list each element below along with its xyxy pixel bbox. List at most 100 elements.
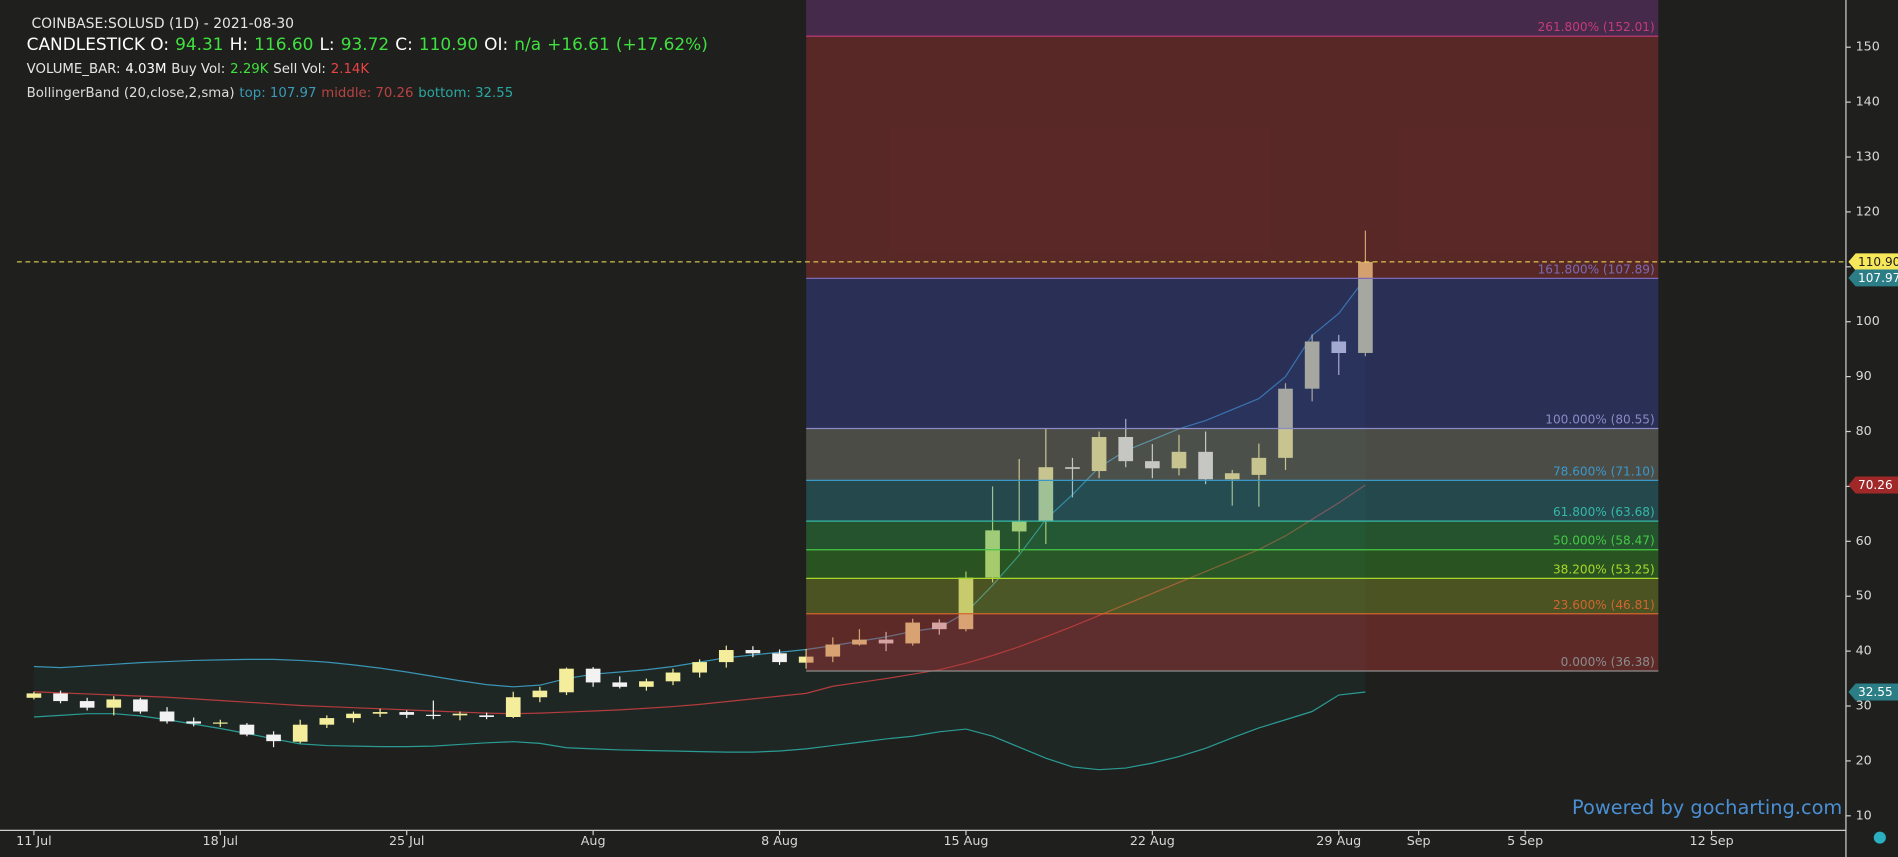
header-text: n/a bbox=[514, 34, 541, 54]
candle-body bbox=[1011, 521, 1027, 532]
bollinger-middle bbox=[33, 484, 1366, 715]
y-tick-label: 50 bbox=[1856, 588, 1872, 603]
candle-body bbox=[266, 734, 281, 742]
candle-body bbox=[133, 699, 148, 712]
y-tick-label: 140 bbox=[1856, 94, 1880, 109]
candle-body bbox=[53, 693, 68, 702]
candle-body bbox=[1091, 437, 1107, 472]
fib-level-label: 23.600% (46.81) bbox=[1553, 598, 1655, 612]
fib-zone bbox=[806, 480, 1659, 522]
candle-body bbox=[985, 530, 1000, 578]
candle-body bbox=[692, 662, 707, 673]
candle-body bbox=[479, 715, 494, 718]
candle-body bbox=[665, 672, 681, 682]
fib-level-label: 0.000% (36.38) bbox=[1561, 655, 1655, 669]
candle-body bbox=[1198, 451, 1213, 480]
candle-body bbox=[1331, 341, 1347, 354]
fib-zone bbox=[806, 278, 1659, 429]
candle-body bbox=[239, 724, 255, 735]
candle-body bbox=[718, 650, 734, 663]
fib-level-label: 78.600% (71.10) bbox=[1553, 464, 1655, 478]
y-tick-label: 40 bbox=[1856, 643, 1872, 658]
settings-icon[interactable] bbox=[1873, 831, 1886, 844]
price-tag bbox=[1848, 476, 1898, 494]
candle-body bbox=[26, 693, 42, 698]
y-tick-label: 60 bbox=[1856, 533, 1872, 548]
header-text: 116.60 bbox=[254, 34, 313, 54]
candle-body bbox=[1145, 461, 1160, 469]
x-tick-label: 29 Aug bbox=[1316, 833, 1361, 848]
candle-body bbox=[79, 701, 95, 708]
header-text: L: bbox=[319, 34, 334, 54]
x-tick-label: Sep bbox=[1407, 833, 1431, 848]
candle-body bbox=[772, 653, 787, 663]
y-tick-label: 130 bbox=[1856, 149, 1880, 164]
x-tick-label: 15 Aug bbox=[943, 833, 988, 848]
header-text: BollingerBand (20,close,2,sma) bbox=[27, 86, 235, 101]
candle-body bbox=[505, 697, 521, 718]
header-text: 4.03M bbox=[125, 62, 166, 77]
candle-body bbox=[745, 650, 761, 654]
price-tag bbox=[1848, 269, 1898, 287]
header-text: Buy Vol: bbox=[171, 62, 225, 77]
candle-body bbox=[106, 699, 122, 708]
candle-body bbox=[292, 724, 308, 742]
header-text: +16.61 bbox=[547, 34, 610, 54]
header-text: 110.90 bbox=[419, 34, 478, 54]
header-text: middle: 70.26 bbox=[321, 86, 413, 101]
x-tick-label: 5 Sep bbox=[1507, 833, 1543, 848]
header-text: 94.31 bbox=[175, 34, 224, 54]
header-text: bottom: 32.55 bbox=[418, 86, 513, 101]
header-text: OI: bbox=[484, 34, 508, 54]
header-text: H: bbox=[230, 34, 248, 54]
candle-body bbox=[1065, 467, 1080, 469]
plot-area: 0.000% (36.38) 23.600% (46.81) 38.200% (53… bbox=[26, 0, 1659, 771]
y-tick-label: 150 bbox=[1856, 39, 1880, 54]
y-tick-label: 80 bbox=[1856, 423, 1872, 438]
header-text: 93.72 bbox=[341, 34, 390, 54]
candle-body bbox=[372, 712, 388, 714]
watermark: Powered by gocharting.com bbox=[1572, 796, 1842, 819]
candle-body bbox=[585, 668, 601, 683]
fib-level-label: 38.200% (53.25) bbox=[1553, 562, 1655, 576]
candle-body bbox=[852, 639, 867, 645]
header-row: VOLUME_BAR: 4.03M Buy Vol: 2.29K Sell Vol: 2.… bbox=[27, 62, 370, 77]
candle-body bbox=[426, 714, 441, 717]
fib-level-label: 161.800% (107.89) bbox=[1538, 262, 1655, 276]
header-text: CANDLESTICK O: bbox=[27, 34, 169, 54]
candle-body bbox=[798, 656, 814, 663]
price-tag bbox=[1848, 683, 1898, 701]
fib-zone bbox=[806, 428, 1659, 481]
candle-body bbox=[559, 668, 574, 693]
header-text: C: bbox=[395, 34, 413, 54]
y-tick-label: 10 bbox=[1856, 807, 1872, 822]
x-tick-label: 11 Jul bbox=[16, 833, 52, 848]
header-text: 2.29K bbox=[230, 62, 269, 77]
header-row: BollingerBand (20,close,2,sma) top: 107.9… bbox=[27, 86, 514, 101]
candle-body bbox=[1224, 473, 1240, 480]
x-tick-label: 22 Aug bbox=[1130, 833, 1175, 848]
fib-zone bbox=[806, 578, 1659, 614]
price-tag bbox=[1848, 253, 1898, 271]
candle-body bbox=[399, 712, 415, 715]
fib-zone bbox=[806, 613, 1659, 671]
y-tick-label: 100 bbox=[1856, 313, 1880, 328]
x-tick-label: 18 Jul bbox=[203, 833, 239, 848]
fib-level-label: 61.800% (63.68) bbox=[1553, 505, 1655, 519]
candle-body bbox=[639, 681, 654, 687]
candle-body bbox=[931, 622, 947, 630]
candle-body bbox=[346, 713, 361, 719]
candle-body bbox=[1358, 261, 1373, 353]
candle-body bbox=[905, 622, 921, 644]
price-tag-label: 32.55 bbox=[1858, 685, 1893, 699]
fib-level-label: 50.000% (58.47) bbox=[1553, 534, 1655, 548]
x-tick-label: Aug bbox=[581, 833, 606, 848]
y-tick-label: 120 bbox=[1856, 203, 1880, 218]
candle-body bbox=[1304, 341, 1320, 389]
candle-body bbox=[878, 639, 894, 644]
candle-body bbox=[532, 690, 548, 698]
candle-body bbox=[612, 682, 628, 687]
candle-body bbox=[452, 713, 468, 716]
